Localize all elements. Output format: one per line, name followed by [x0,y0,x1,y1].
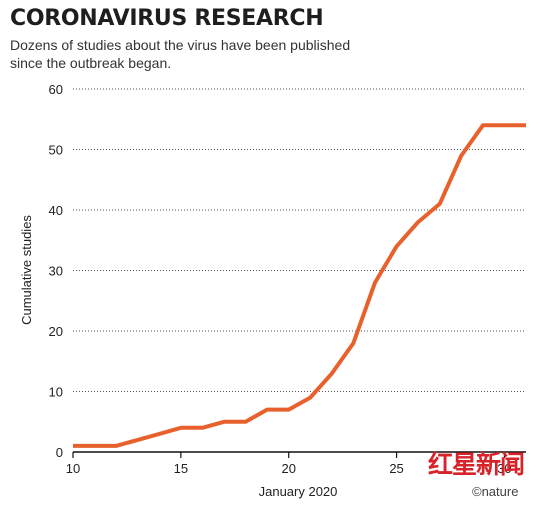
x-tick-label: 15 [174,461,188,476]
y-axis-title: Cumulative studies [19,215,34,325]
y-tick-label: 10 [49,385,63,400]
x-tick-label: 10 [66,461,80,476]
y-tick-label: 50 [49,143,63,158]
chart-subtitle: Dozens of studies about the virus have b… [10,37,351,71]
grid-lines [73,88,526,392]
series-line [73,123,526,448]
y-tick-label: 30 [49,264,63,279]
x-tick-label: 25 [389,461,403,476]
x-tick-label: 30 [497,461,511,476]
x-axis-title: January 2020 [259,484,338,499]
publisher-watermark: 红星新闻 [428,450,525,479]
axes [72,451,526,458]
chart-title: CORONAVIRUS RESEARCH [10,6,324,31]
series-layer [73,123,526,448]
y-tick-label: 20 [49,324,63,339]
y-tick-label: 60 [49,82,63,97]
y-tick-label: 0 [56,445,63,460]
y-tick-label: 40 [49,203,63,218]
source-credit: ©nature [472,484,519,499]
x-tick-label: 20 [281,461,295,476]
